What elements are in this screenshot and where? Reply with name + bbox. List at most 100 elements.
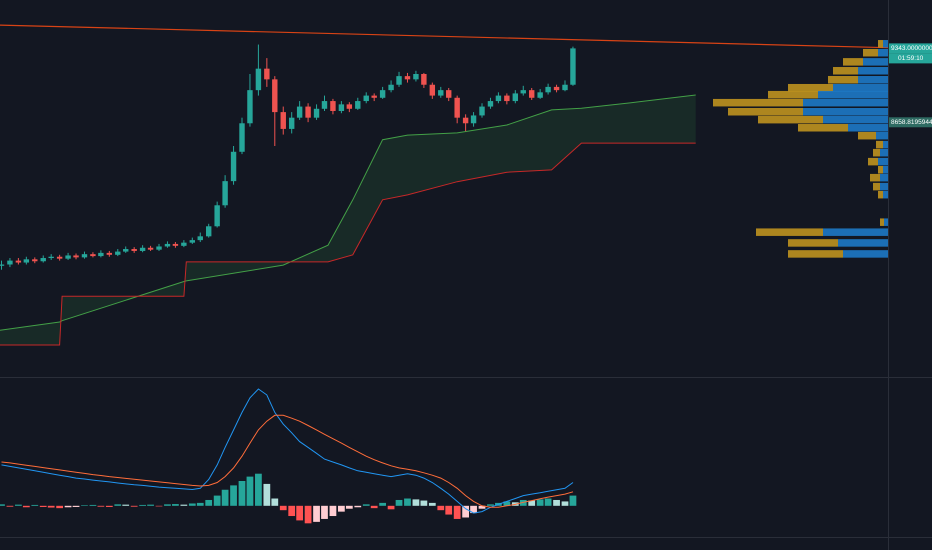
candle-body <box>90 254 96 257</box>
candle-body <box>48 256 54 259</box>
candle-body <box>272 79 278 113</box>
candle-body <box>181 242 187 246</box>
volume-profile-down <box>878 40 883 48</box>
macd-histogram-bar <box>139 504 146 506</box>
macd-histogram-bar <box>329 505 337 517</box>
plot <box>0 24 889 524</box>
volume-profile-down <box>870 173 880 182</box>
candle-body <box>454 97 460 118</box>
candle-body <box>206 226 212 237</box>
volume-profile-up <box>843 250 888 258</box>
candle-body <box>98 252 104 257</box>
candle-body <box>7 260 13 265</box>
candle-body <box>65 255 71 259</box>
countdown: 01:59:10 <box>898 55 924 62</box>
candle-body <box>189 240 196 243</box>
candle-body <box>139 247 146 251</box>
macd-histogram-bar <box>462 505 469 518</box>
macd-histogram-bar <box>354 505 362 508</box>
candle-body <box>371 95 377 98</box>
candle-body <box>288 117 295 129</box>
signal-line <box>1 414 574 508</box>
volume-profile-up <box>838 239 888 247</box>
macd-histogram-bar <box>155 505 163 507</box>
volume-profile-down <box>863 48 878 57</box>
candle-body <box>413 73 419 80</box>
macd-histogram-bar <box>271 498 279 506</box>
volume-profile-up <box>823 115 888 124</box>
candle-body <box>73 255 79 258</box>
candle-body <box>429 84 436 96</box>
candle-body <box>222 181 228 206</box>
candle-body <box>280 112 286 129</box>
macd-histogram-bar <box>64 505 72 508</box>
volume-profile-up <box>833 83 888 92</box>
macd-histogram-bar <box>56 505 64 509</box>
volume-profile-up <box>823 228 888 236</box>
candle-body <box>239 123 245 152</box>
candle-body <box>296 106 303 118</box>
macd-histogram-bar <box>362 504 370 506</box>
macd-histogram-bar <box>528 500 536 506</box>
volume-profile-up <box>880 173 888 182</box>
volume-profile-down <box>788 250 843 258</box>
candle-body <box>346 104 353 109</box>
macd-histogram-bar <box>213 495 221 506</box>
candle-body <box>462 117 469 124</box>
macd-histogram-bar <box>47 505 55 508</box>
macd-histogram-bar <box>379 502 387 506</box>
candle-body <box>470 115 477 124</box>
cloud-fill <box>0 95 696 346</box>
macd-histogram-bar <box>321 505 328 519</box>
candle-body <box>421 73 427 85</box>
candle-body <box>172 243 179 246</box>
volume-profile-up <box>883 140 888 149</box>
volume-profile-down <box>880 218 884 226</box>
volume-profile-up <box>878 157 888 166</box>
volume-profile-up <box>878 48 888 57</box>
cloud-span-b <box>0 142 696 346</box>
volume-profile-up <box>858 67 888 75</box>
macd-histogram-bar <box>437 505 445 511</box>
candle-body <box>313 108 320 118</box>
macd-histogram-bar <box>296 505 304 521</box>
macd-histogram-bar <box>338 505 345 512</box>
macd-histogram-bar <box>114 504 122 506</box>
macd-histogram-bar <box>404 498 411 506</box>
volume-profile-down <box>798 124 848 132</box>
candle-body <box>321 101 328 109</box>
volume-profile-down <box>713 98 803 107</box>
macd-histogram-bar <box>279 505 287 511</box>
volume-profile-up <box>848 124 888 132</box>
cloud-span-a <box>0 94 696 331</box>
axes: 9343.00000000 8658.81959444 01:59:10 <box>889 43 932 128</box>
candle-body <box>32 259 38 262</box>
candle-body <box>115 251 121 255</box>
volume-profile-up <box>803 107 888 116</box>
candle-body <box>247 90 253 124</box>
candle-body <box>396 76 402 85</box>
candle-body <box>570 48 576 85</box>
volume-profile-up <box>803 98 888 107</box>
macd-histogram-bar <box>478 505 486 509</box>
macd-histogram-bar <box>39 505 47 507</box>
macd-histogram-bar <box>72 505 80 507</box>
macd-histogram-bar <box>313 505 320 522</box>
macd-histogram-bar <box>544 498 552 506</box>
countdown-box <box>889 53 932 64</box>
candle-body <box>504 95 510 102</box>
macd-histogram-bar <box>470 505 477 514</box>
candle-body <box>562 84 568 91</box>
candle-body <box>214 205 220 227</box>
candle-body <box>355 101 361 109</box>
candle-body <box>438 90 444 96</box>
macd-histogram-bar <box>147 504 154 506</box>
volume-profile-up <box>818 90 888 99</box>
macd-histogram-bar <box>263 483 271 506</box>
candle-body <box>164 243 171 247</box>
candle-body <box>553 86 560 91</box>
candle-body <box>230 151 237 182</box>
macd-histogram-bar <box>31 504 39 506</box>
macd-histogram-bar <box>122 504 130 506</box>
